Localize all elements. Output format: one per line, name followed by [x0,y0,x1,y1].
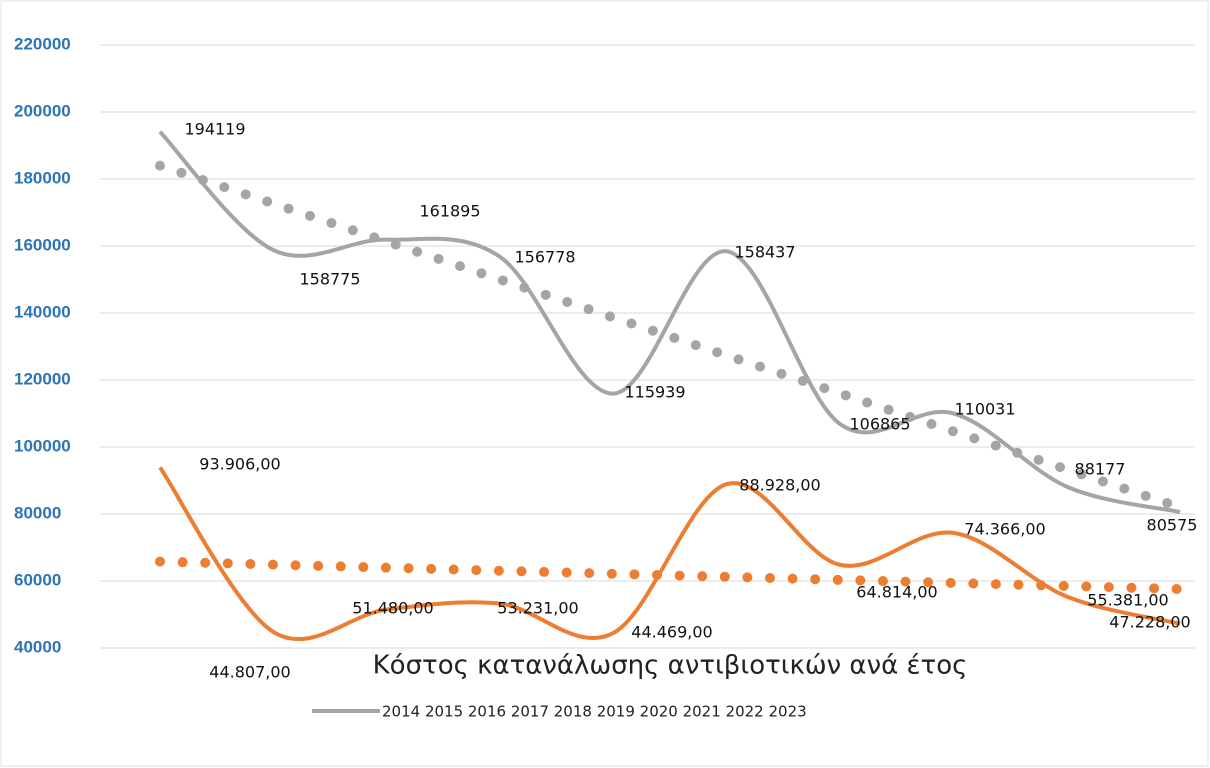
series-line [158,466,1181,642]
data-label: 80575 [1147,516,1198,535]
legend-label: 2014 2015 2016 2017 2018 2019 2020 2021 … [382,703,807,721]
data-label: 88177 [1075,460,1126,479]
y-tick-label: 220000 [14,34,71,53]
y-tick-label: 200000 [14,101,71,120]
y-tick-label: 140000 [14,302,71,321]
trendline [155,160,1185,513]
data-label: 51.480,00 [352,599,433,618]
data-label: 158437 [734,243,795,262]
y-tick-label: 40000 [14,637,61,656]
data-label: 55.381,00 [1087,591,1168,610]
data-label: 74.366,00 [964,520,1045,539]
data-label: 158775 [299,270,360,289]
y-tick-label: 100000 [14,436,71,455]
data-label: 110031 [954,400,1015,419]
data-label: 88.928,00 [739,476,820,495]
y-tick-label: 180000 [14,168,71,187]
y-tick-label: 120000 [14,369,71,388]
y-tick-label: 60000 [14,570,61,589]
data-label: 93.906,00 [199,455,280,474]
data-label: 115939 [624,383,685,402]
data-label: 161895 [419,202,480,221]
data-label: 194119 [184,120,245,139]
data-label: 64.814,00 [856,583,937,602]
data-label: 44.469,00 [631,623,712,642]
y-tick-label: 160000 [14,235,71,254]
data-label: 156778 [514,248,575,267]
series-line [158,130,1181,515]
data-label: 47.228,00 [1109,613,1190,632]
data-label: 53.231,00 [497,599,578,618]
chart-title: Κόστος κατανάλωσης αντιβιοτικών ανά έτος [373,651,968,681]
data-label: 106865 [849,415,910,434]
data-label: 44.807,00 [209,663,290,682]
y-tick-label: 80000 [14,503,61,522]
